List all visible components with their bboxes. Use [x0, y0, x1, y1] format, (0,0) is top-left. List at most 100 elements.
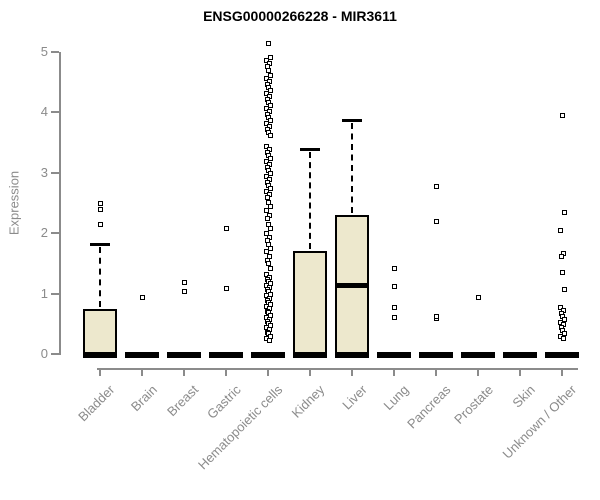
x-tick-label: Gastric [203, 382, 244, 422]
whisker-cap [342, 119, 362, 123]
zero-bar [503, 352, 537, 358]
outlier-point [264, 249, 269, 255]
outlier-point [558, 228, 563, 234]
outlier-point [265, 216, 270, 222]
x-tick-label: Pancreas [404, 382, 454, 432]
whisker-line [99, 247, 101, 307]
outlier-point [268, 226, 273, 232]
outlier-point [561, 336, 566, 342]
outlier-point [267, 338, 272, 344]
outlier-point [558, 304, 563, 310]
outlier-point [265, 194, 270, 200]
outlier-point [268, 88, 273, 94]
x-tick-label: Lung [380, 382, 412, 414]
whisker-cap [300, 147, 320, 151]
outlier-point [434, 184, 439, 190]
outlier-point [268, 155, 273, 161]
zero-bar [125, 352, 159, 358]
outlier-point [562, 316, 567, 322]
x-tick [183, 369, 185, 376]
y-tick-label: 3 [40, 164, 48, 180]
y-tick-label: 5 [40, 44, 48, 59]
outlier-point [560, 113, 565, 119]
x-tick [141, 369, 143, 376]
y-tick [51, 111, 59, 114]
box [83, 308, 117, 354]
outlier-point [264, 173, 269, 179]
x-tick [309, 369, 311, 376]
outlier-point [434, 313, 439, 319]
x-tick [99, 369, 101, 376]
x-tick-label: Breast [164, 382, 202, 420]
outlier-point [182, 289, 187, 295]
y-tick [51, 51, 59, 53]
zero-bar [335, 352, 369, 358]
y-tick-label: 2 [40, 225, 48, 241]
zero-bar [251, 352, 285, 358]
x-tick [393, 369, 395, 376]
x-tick [477, 369, 479, 376]
outlier-point [562, 286, 567, 292]
y-axis-line [59, 52, 61, 355]
outlier-point [268, 185, 273, 191]
outlier-point [264, 106, 269, 112]
outlier-point [268, 204, 273, 210]
whisker-cap [90, 243, 110, 247]
outlier-point [264, 208, 269, 214]
outlier-point [264, 91, 269, 97]
x-tick [225, 369, 227, 376]
y-tick [51, 353, 59, 355]
outlier-point [559, 254, 564, 260]
x-tick-label: Brain [127, 382, 160, 415]
outlier-point [268, 266, 273, 272]
y-tick-label: 0 [40, 346, 48, 361]
outlier-point [392, 315, 397, 321]
outlier-point [562, 330, 567, 336]
outlier-point [268, 54, 273, 60]
outlier-point [560, 269, 565, 275]
x-tick [561, 369, 563, 376]
outlier-point [98, 201, 103, 206]
outlier-point [266, 68, 271, 74]
outlier-point [476, 294, 481, 300]
outlier-point [224, 285, 229, 291]
outlier-point [268, 118, 273, 124]
outlier-point [562, 210, 567, 216]
outlier-point [264, 75, 269, 81]
outlier-point [224, 226, 229, 232]
x-tick-label: Liver [339, 382, 370, 413]
y-tick [51, 171, 59, 174]
outlier-point [268, 133, 273, 139]
x-tick [351, 369, 353, 376]
zero-bar [377, 352, 411, 358]
x-tick-label: Bladder [75, 382, 118, 425]
zero-bar [83, 352, 117, 358]
outlier-point [268, 103, 273, 109]
outlier-point [434, 219, 439, 225]
outlier-point [98, 222, 103, 228]
outlier-point [266, 40, 271, 46]
box [293, 251, 327, 354]
zero-bar [167, 352, 201, 358]
outlier-point [268, 245, 273, 251]
outlier-point [182, 280, 187, 286]
y-tick [51, 232, 59, 235]
outlier-point [98, 207, 103, 213]
outlier-point [264, 158, 269, 164]
x-tick-label: Kidney [288, 382, 328, 421]
x-tick-label: Unknown / Other [500, 382, 580, 462]
x-tick [519, 369, 521, 376]
outlier-point [264, 121, 269, 127]
x-tick-label: Prostate [450, 382, 496, 427]
whisker-line [351, 123, 353, 214]
zero-bar [461, 352, 495, 358]
y-tick [51, 292, 59, 295]
zero-bar [545, 352, 579, 358]
outlier-point [140, 294, 145, 300]
x-axis-line [97, 368, 578, 370]
outlier-point [392, 304, 397, 310]
outlier-point [268, 72, 273, 78]
x-tick-label: Skin [509, 382, 538, 411]
outlier-point [266, 261, 271, 267]
